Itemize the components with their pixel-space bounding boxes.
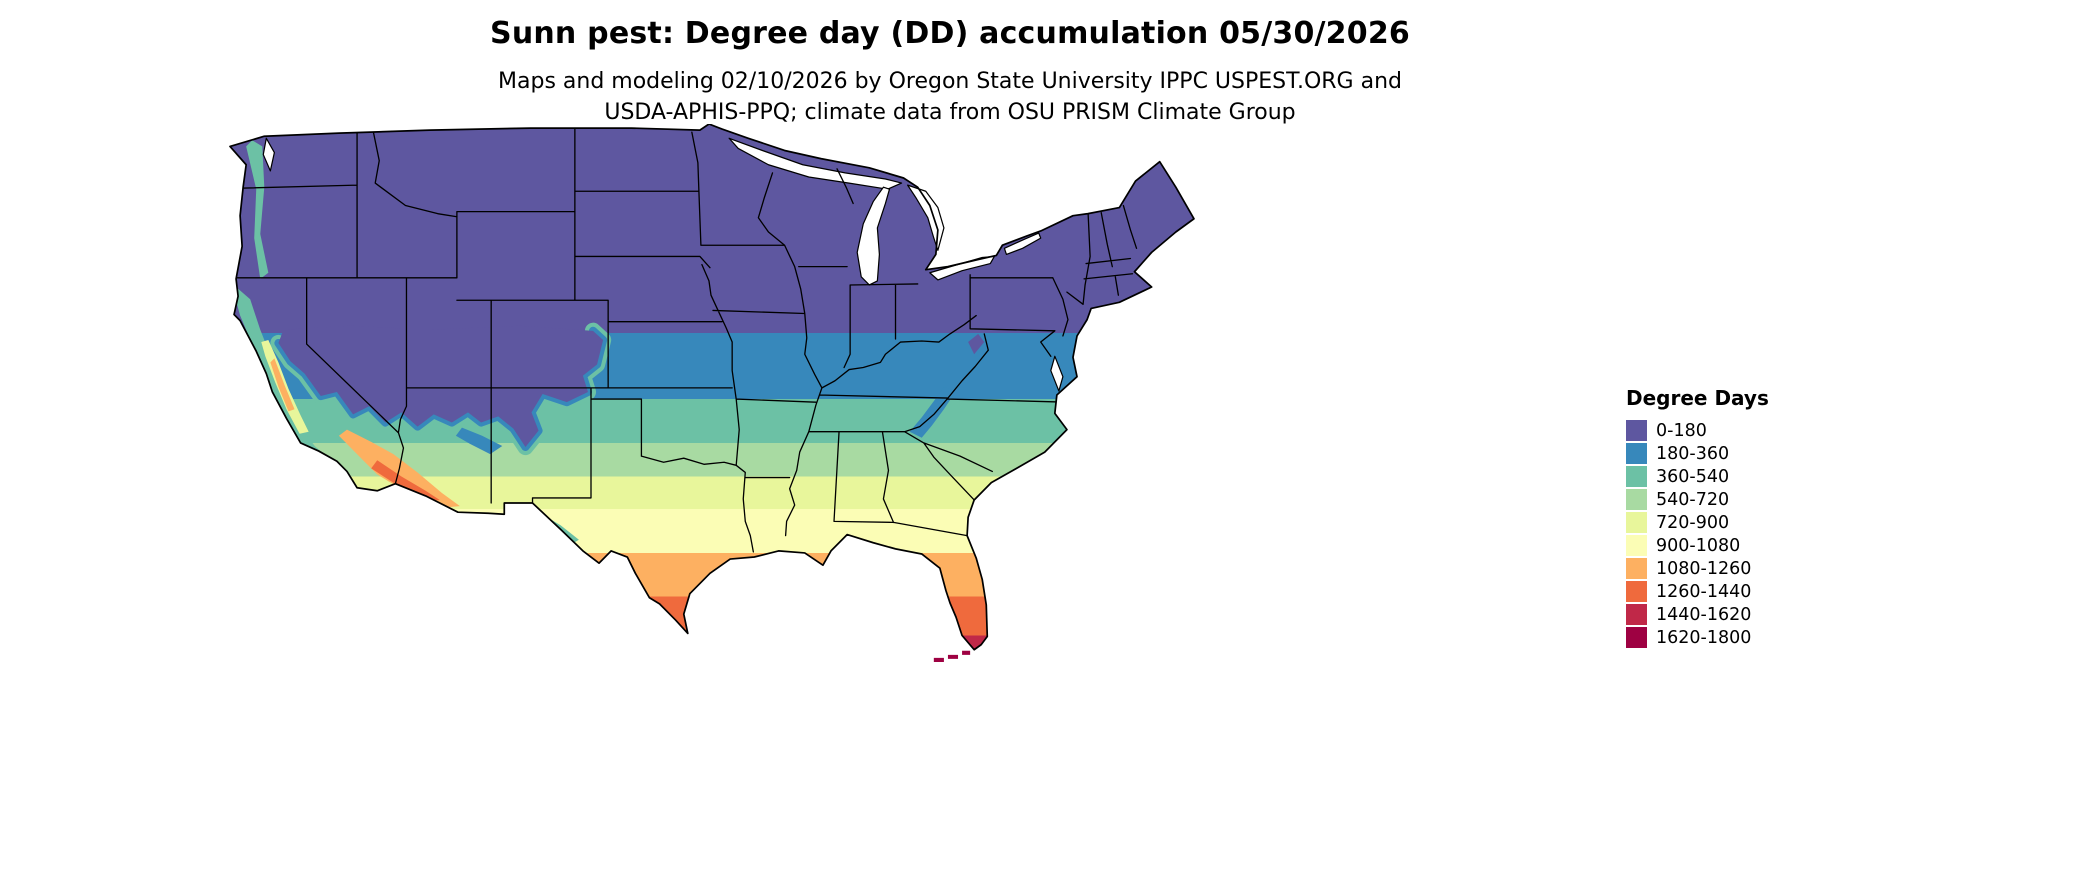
legend-swatch (1626, 581, 1647, 602)
legend-swatch (1626, 558, 1647, 579)
us-degree-day-map (228, 124, 1196, 664)
legend-item: 720-900 (1626, 511, 1769, 534)
puget-sound (262, 137, 275, 172)
cascades-green-band (246, 140, 269, 279)
legend-item: 900-1080 (1626, 534, 1769, 557)
legend-label: 1080-1260 (1656, 558, 1752, 579)
legend-swatch (1626, 627, 1647, 648)
state-borders (234, 128, 1138, 553)
legend-swatch (1626, 466, 1647, 487)
legend-item: 360-540 (1626, 465, 1769, 488)
legend-swatch (1626, 604, 1647, 625)
legend-item: 1440-1620 (1626, 603, 1769, 626)
map-fill-layer (230, 124, 1194, 650)
legend-item: 0-180 (1626, 419, 1769, 442)
map-subtitle: Maps and modeling 02/10/2026 by Oregon S… (0, 66, 1900, 128)
central-valley-core (270, 358, 295, 412)
legend-label: 540-720 (1656, 489, 1730, 510)
west-highland-purple (278, 325, 604, 447)
legend-label: 360-540 (1656, 466, 1730, 487)
legend-swatch (1626, 512, 1647, 533)
legend-label: 0-180 (1656, 420, 1707, 441)
legend-swatch (1626, 535, 1647, 556)
legend-title: Degree Days (1626, 386, 1769, 410)
us-map-svg (229, 124, 1195, 662)
legend-label: 1440-1620 (1656, 604, 1752, 625)
us-outline (229, 124, 1195, 651)
florida-keys (933, 650, 971, 662)
legend-item: 1080-1260 (1626, 557, 1769, 580)
legend-label: 720-900 (1656, 512, 1730, 533)
lake-superior (728, 137, 903, 190)
west-virginia-highlands (968, 333, 985, 355)
lake-michigan (856, 186, 891, 286)
legend-swatch (1626, 489, 1647, 510)
legend-label: 1260-1440 (1656, 581, 1752, 602)
legend-item: 1620-1800 (1626, 626, 1769, 649)
legend-swatch (1626, 420, 1647, 441)
california-coast-green (235, 287, 352, 488)
map-subtitle-line1: Maps and modeling 02/10/2026 by Oregon S… (498, 69, 1402, 94)
map-title: Sunn pest: Degree day (DD) accumulation … (490, 16, 1410, 51)
lake-ontario (1003, 232, 1042, 256)
lake-huron (907, 184, 945, 251)
legend-swatch (1626, 443, 1647, 464)
legend-label: 180-360 (1656, 443, 1730, 464)
legend: Degree Days 0-180 180-360 360-540 540-72… (1626, 386, 1769, 649)
legend-item: 1260-1440 (1626, 580, 1769, 603)
legend-label: 900-1080 (1656, 535, 1741, 556)
legend-item: 540-720 (1626, 488, 1769, 511)
yuma-desert-orange (371, 460, 440, 501)
header: Sunn pest: Degree day (DD) accumulation … (0, 16, 1900, 128)
map-subtitle-line2: USDA-APHIS-PPQ; climate data from OSU PR… (604, 100, 1296, 125)
legend-item: 180-360 (1626, 442, 1769, 465)
chesapeake-bay (1050, 355, 1064, 392)
legend-label: 1620-1800 (1656, 627, 1752, 648)
